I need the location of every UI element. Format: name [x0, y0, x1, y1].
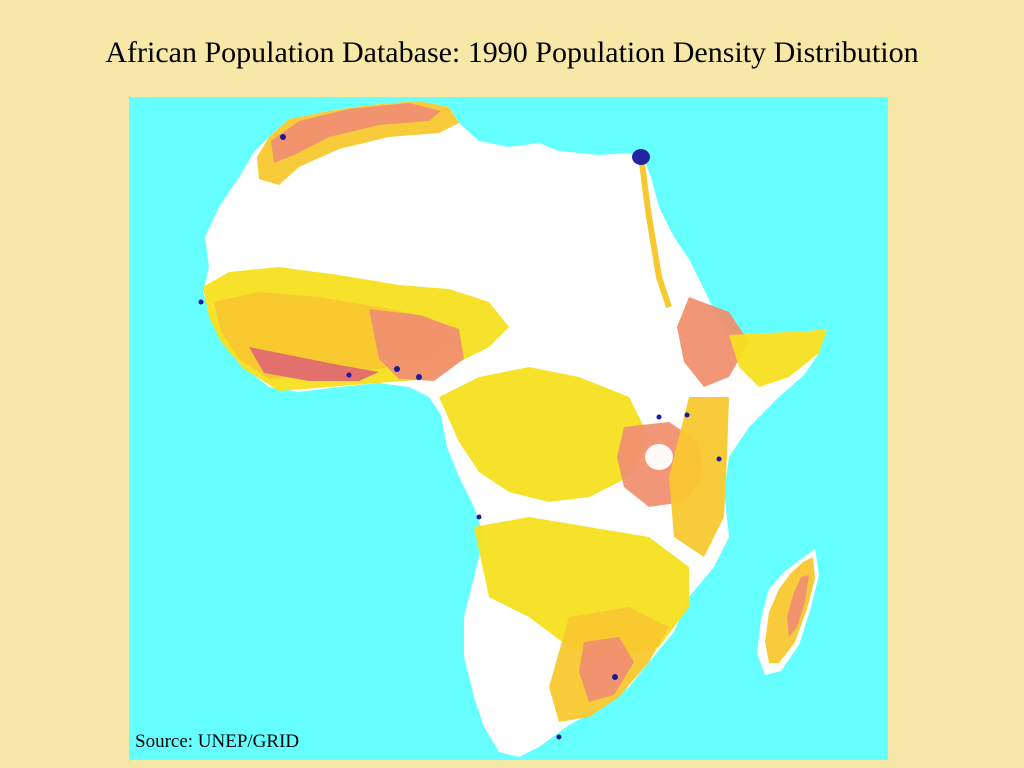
nile-delta [632, 149, 650, 165]
slide-title: African Population Database: 1990 Popula… [105, 36, 919, 69]
east-africa [669, 397, 729, 557]
city-dot [346, 372, 352, 378]
city-dot [476, 514, 482, 520]
high-density-cities [198, 134, 722, 740]
north-coast-dense [271, 103, 441, 163]
city-dot [556, 734, 562, 740]
city-dot [656, 414, 662, 420]
south-africa-dense [579, 637, 634, 702]
ethiopia-highlands [677, 297, 749, 387]
nigeria-dense [369, 309, 464, 381]
city-dot [684, 412, 690, 418]
nile-valley [638, 154, 672, 308]
horn-of-africa [729, 329, 827, 387]
coast-dense [249, 347, 379, 381]
city-dot [198, 299, 204, 305]
city-dot [612, 674, 618, 680]
central-africa [439, 367, 649, 502]
city-dot [716, 456, 722, 462]
madagascar-dense [787, 575, 809, 637]
source-note: Source: UNEP/GRID [135, 731, 300, 752]
population-density-map [129, 97, 888, 760]
population-density-layer [203, 101, 827, 722]
city-dot [416, 374, 422, 380]
lake-victoria [645, 444, 673, 470]
city-dot [280, 134, 286, 140]
city-dot [394, 366, 400, 372]
